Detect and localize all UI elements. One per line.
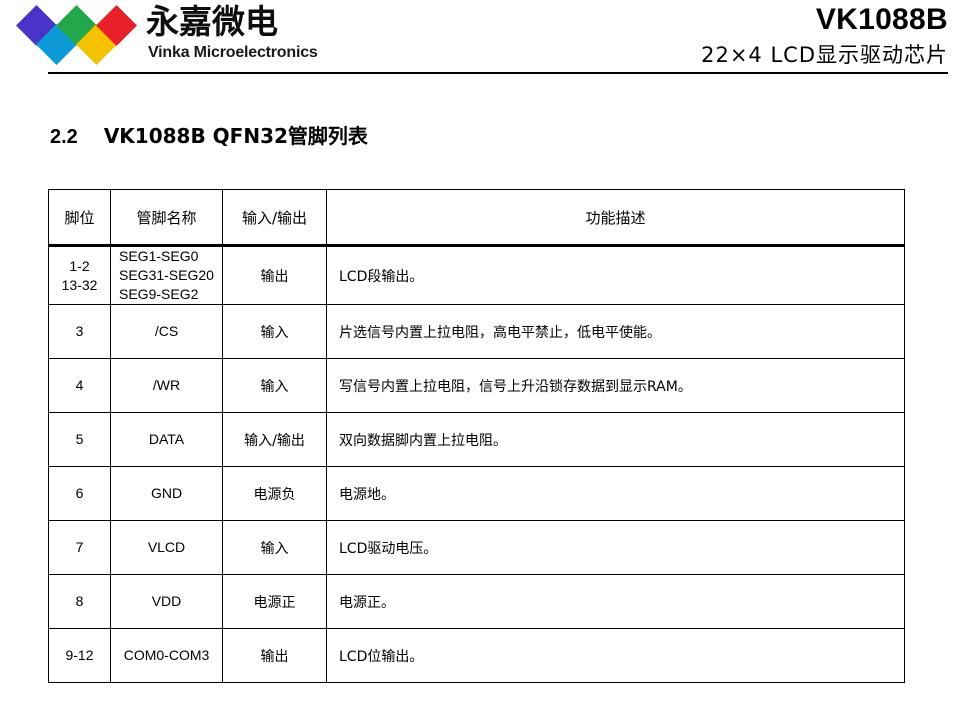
- pin-list-table: 脚位 管脚名称 输入/输出 功能描述 1-2 13-32 SEG1-SEG0 S…: [48, 189, 905, 683]
- cell-io: 输入: [222, 520, 327, 575]
- cell-io: 输入: [222, 304, 327, 359]
- cell-name-line: SEG9-SEG2: [119, 286, 199, 302]
- cell-pin-name: VDD: [110, 574, 223, 629]
- cell-pin: 3: [48, 304, 111, 359]
- cell-io: 输入/输出: [222, 412, 327, 467]
- company-logo: 永嘉微电 Vinka Microelectronics: [15, 2, 318, 68]
- document-title: VK1088B: [815, 3, 948, 36]
- table-row: 4 /WR 输入 写信号内置上拉电阻，信号上升沿锁存数据到显示RAM。: [48, 358, 905, 413]
- cell-pin: 1-2 13-32: [48, 245, 111, 305]
- cell-description: LCD驱动电压。: [326, 520, 905, 575]
- header-titles: VK1088B 22×4 LCD显示驱动芯片: [428, 2, 948, 70]
- logo-chinese-name: 永嘉微电: [146, 2, 278, 41]
- column-header-name: 管脚名称: [110, 189, 223, 247]
- cell-io: 输入: [222, 358, 327, 413]
- table-row: 7 VLCD 输入 LCD驱动电压。: [48, 520, 905, 575]
- table-row: 9-12 COM0-COM3 输出 LCD位输出。: [48, 628, 905, 683]
- cell-pin-name: VLCD: [110, 520, 223, 575]
- header-divider: [48, 72, 948, 74]
- section-number: 2.2: [50, 126, 78, 148]
- cell-pin-name: /CS: [110, 304, 223, 359]
- page-header: 永嘉微电 Vinka Microelectronics VK1088B 22×4…: [0, 0, 956, 78]
- column-header-io: 输入/输出: [222, 189, 327, 247]
- cell-pin: 4: [48, 358, 111, 413]
- cell-description: LCD段输出。: [326, 245, 905, 305]
- cell-name-line: SEG31-SEG20: [119, 267, 214, 283]
- cell-io: 电源正: [222, 574, 327, 629]
- logo-english-name: Vinka Microelectronics: [148, 44, 318, 61]
- cell-io: 输出: [222, 245, 327, 305]
- cell-pin: 5: [48, 412, 111, 467]
- cell-description: 电源地。: [326, 466, 905, 521]
- cell-pin: 9-12: [48, 628, 111, 683]
- cell-description: 电源正。: [326, 574, 905, 629]
- table-row: 3 /CS 输入 片选信号内置上拉电阻，高电平禁止，低电平使能。: [48, 304, 905, 359]
- table-row: 5 DATA 输入/输出 双向数据脚内置上拉电阻。: [48, 412, 905, 467]
- cell-description: 写信号内置上拉电阻，信号上升沿锁存数据到显示RAM。: [326, 358, 905, 413]
- cell-description: 双向数据脚内置上拉电阻。: [326, 412, 905, 467]
- section-title: VK1088B QFN32管脚列表: [103, 124, 368, 148]
- cell-pin-name: DATA: [110, 412, 223, 467]
- cell-pin-line: 1-2: [69, 257, 90, 274]
- table-header-row: 脚位 管脚名称 输入/输出 功能描述: [48, 189, 905, 247]
- cell-pin-line: 13-32: [61, 276, 98, 293]
- logo-diamonds-icon: [15, 4, 144, 66]
- cell-description: LCD位输出。: [326, 628, 905, 683]
- cell-pin: 8: [48, 574, 111, 629]
- cell-name-line: SEG1-SEG0: [119, 248, 199, 264]
- table-row: 8 VDD 电源正 电源正。: [48, 574, 905, 629]
- document-subtitle: 22×4 LCD显示驱动芯片: [701, 43, 948, 67]
- cell-pin-name: SEG1-SEG0 SEG31-SEG20 SEG9-SEG2: [110, 245, 223, 305]
- cell-io: 电源负: [222, 466, 327, 521]
- cell-io: 输出: [222, 628, 327, 683]
- cell-pin-name: COM0-COM3: [110, 628, 223, 683]
- cell-pin: 6: [48, 466, 111, 521]
- column-header-description: 功能描述: [326, 189, 905, 247]
- table-row: 1-2 13-32 SEG1-SEG0 SEG31-SEG20 SEG9-SEG…: [48, 245, 905, 305]
- column-header-pin: 脚位: [48, 189, 111, 247]
- table-row: 6 GND 电源负 电源地。: [48, 466, 905, 521]
- cell-pin-name: /WR: [110, 358, 223, 413]
- section-heading: 2.2 VK1088B QFN32管脚列表: [50, 120, 368, 149]
- cell-pin: 7: [48, 520, 111, 575]
- cell-description: 片选信号内置上拉电阻，高电平禁止，低电平使能。: [326, 304, 905, 359]
- cell-pin-name: GND: [110, 466, 223, 521]
